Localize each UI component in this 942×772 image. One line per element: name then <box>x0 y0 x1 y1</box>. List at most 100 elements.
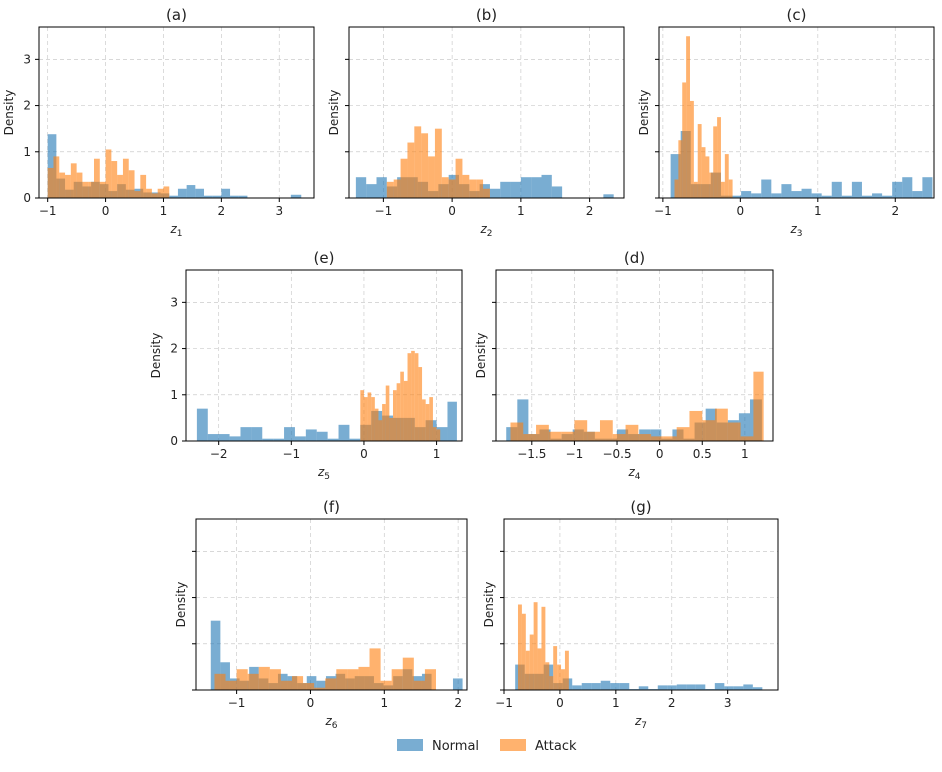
panel-g-normal-bar <box>714 683 725 690</box>
panel-e-title: (e) <box>314 249 335 267</box>
panel-b-attack-bar <box>414 126 422 198</box>
panel-d-normal-bar <box>738 413 750 441</box>
panel-e-ytick-label: 1 <box>170 388 178 402</box>
panel-e-attack-bar <box>411 350 415 441</box>
panel-f-attack-bar <box>258 666 270 690</box>
panel-c-xtick-label: 1 <box>814 204 822 218</box>
panel-d-attack-bar <box>523 434 537 441</box>
panel-b-attack-bar <box>421 133 429 198</box>
panel-c-normal-bar <box>771 193 782 198</box>
panel-d-axes-frame <box>495 269 774 442</box>
panel-c-normal-bar <box>922 177 933 198</box>
panel-f-xtick-label: 0 <box>307 696 315 710</box>
panel-g-attack-bar <box>553 646 558 690</box>
panel-d-attack-bar <box>548 431 562 441</box>
panel-c-attack-bar <box>717 117 721 198</box>
panel-e-attack-bar <box>396 383 401 441</box>
panel-a-attack-bar <box>65 174 71 198</box>
panel-e-normal-bar <box>262 438 274 441</box>
panel-d-attack-bar <box>702 420 716 441</box>
panel-e-attack-bar <box>422 399 426 441</box>
panel-e-attack-bar <box>371 397 375 441</box>
panel-d-attack-bar <box>587 431 600 441</box>
panel-a-attack-bar <box>70 163 77 198</box>
panel-f-xlabel: z6 <box>324 714 337 731</box>
panel-c-xtick-label: 2 <box>891 204 899 218</box>
panel-b-xtick-label: 0 <box>448 204 456 218</box>
panel-b-normal-bar <box>355 177 367 198</box>
panel-f-attack-bar <box>214 673 226 690</box>
panel-e-xtick-label: −1 <box>282 447 300 461</box>
panel-g-normal-bar <box>610 683 620 690</box>
panel-d-attack-bar <box>651 436 664 441</box>
panel-a-attack-bar <box>82 181 89 198</box>
panel-e-attack-bar <box>374 408 379 441</box>
panel-a-attack-bar <box>99 181 106 198</box>
panel-a-normal-bar <box>221 188 231 198</box>
panel-g-attack-bar <box>525 650 530 690</box>
panel-e-xlabel: z5 <box>317 465 330 482</box>
panel-c-normal-bar <box>761 179 772 198</box>
panel-g-attack-bar <box>517 604 522 690</box>
panel-c-attack-bar <box>701 147 706 198</box>
panel-c-normal-bar <box>741 191 752 198</box>
panel-c: −1 0 1 2 (c) Density z3 <box>637 6 935 239</box>
panel-e-normal-bar <box>284 427 295 441</box>
panel-e-attack-bar <box>436 429 441 441</box>
panel-c-title: (c) <box>787 6 807 24</box>
panel-a-attack-bar <box>163 186 170 198</box>
panel-g-attack-bar <box>557 664 562 690</box>
panel-c-normal-bar <box>801 188 812 198</box>
panel-a-normal-bar <box>169 195 178 198</box>
panel-c-xtick-label: −1 <box>654 204 672 218</box>
legend-attack-swatch <box>500 739 526 751</box>
panel-d-attack-bar <box>612 434 626 441</box>
panel-e: −2 −1 0 1 0 1 2 3 (e) Density z5 <box>149 249 463 482</box>
panel-f-series-normal-1 <box>452 678 463 690</box>
panel-d-series-attack-1 <box>510 371 764 441</box>
panel-g-normal-bar <box>638 686 649 690</box>
panel-f-attack-bar <box>380 680 392 690</box>
panel-a-attack-bar <box>134 191 141 198</box>
panel-f-attack-bar <box>280 680 292 690</box>
panel-c-attack-bar <box>686 36 690 199</box>
panel-a-ytick-label: 0 <box>23 191 31 205</box>
panel-c-attack-bar <box>689 100 694 198</box>
panel-b-xtick-label: −1 <box>375 204 393 218</box>
panel-f-normal-bar <box>210 620 221 690</box>
panel-b-normal-bar <box>500 181 511 198</box>
panel-a-axes-frame <box>38 26 315 199</box>
panel-g-normal-bar <box>591 683 601 690</box>
panel-c-normal-bar <box>821 195 832 198</box>
panel-b-normal-bar <box>366 184 377 198</box>
panel-b-xtick-label: 1 <box>517 204 525 218</box>
panel-a-xlabel: z1 <box>169 222 182 239</box>
panel-f-series-attack-2 <box>214 648 436 690</box>
panel-d-normal-bar <box>650 429 662 441</box>
panel-c-attack-bar <box>709 172 714 198</box>
panel-d-xtick-label: 0.5 <box>693 447 712 461</box>
panel-g-attack-bar <box>533 602 538 690</box>
panel-a-attack-bar <box>157 188 164 198</box>
panel-d-xtick-label: −1.5 <box>517 447 546 461</box>
panel-d-attack-bar <box>510 422 524 441</box>
panel-g-normal-bar <box>724 686 734 690</box>
panel-a-attack-bar <box>122 158 129 198</box>
legend: Normal Attack <box>397 739 577 754</box>
panel-e-axes-frame <box>185 269 463 442</box>
panel-a-series-attack-2 <box>47 149 170 198</box>
panel-e-attack-bar <box>414 353 419 441</box>
panel-f-normal-bar <box>452 678 463 690</box>
panel-d-attack-bar <box>638 434 652 441</box>
panel-b-title: (b) <box>476 6 497 24</box>
panel-c-attack-bar <box>713 126 718 198</box>
panel-c-normal-bar <box>831 181 842 198</box>
panel-c-normal-bar <box>731 195 742 198</box>
panel-g-normal-bar <box>695 684 706 690</box>
panel-a-ytick-label: 3 <box>23 52 31 66</box>
panel-e-ylabel: Density <box>149 333 163 379</box>
panel-c-normal-bar <box>892 181 903 198</box>
panel-f-axes-frame <box>195 518 468 691</box>
panel-e-normal-bar <box>218 434 230 441</box>
